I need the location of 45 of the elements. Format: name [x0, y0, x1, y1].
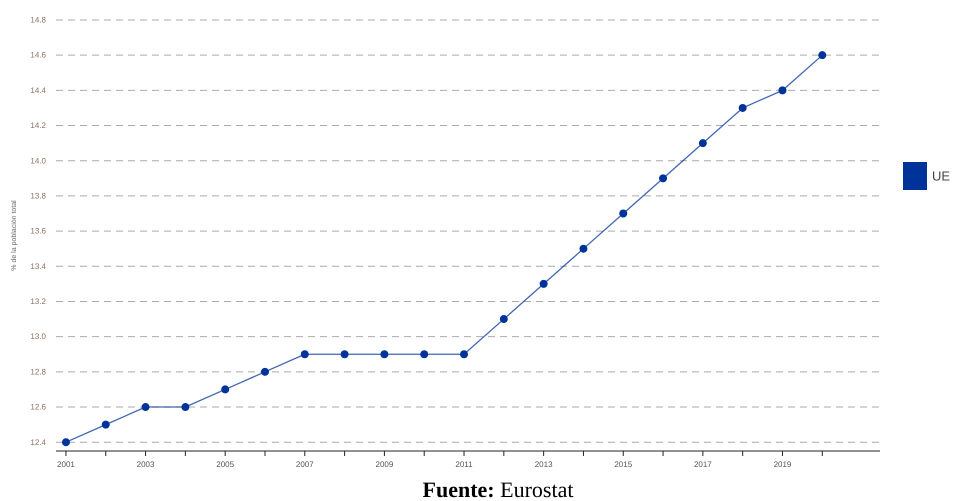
legend-label: UE [932, 168, 950, 184]
point [142, 403, 150, 412]
point [460, 350, 468, 358]
x-tick-label: 2015 [614, 460, 633, 469]
source-note: Fuente: Eurostat [422, 477, 574, 501]
y-tick-label: 13.4 [30, 262, 47, 271]
y-tick-label: 13.0 [30, 332, 47, 342]
x-tick-label: 2011 [455, 460, 474, 469]
x-tick-label: 2009 [376, 460, 394, 469]
x-tick-label: 2019 [774, 460, 792, 469]
y-tick-label: 12.6 [30, 402, 47, 412]
y-tick-label: 13.6 [30, 226, 47, 236]
y-tick-label: 14.8 [30, 16, 47, 25]
point [540, 280, 548, 288]
y-tick-label: 14.2 [30, 121, 47, 130]
y-tick-label: 14.0 [30, 156, 47, 166]
point [579, 244, 588, 253]
x-tick-label: 2013 [534, 460, 554, 469]
point [500, 315, 508, 324]
x-tick-label: 2007 [296, 460, 314, 469]
x-tick-label: 2017 [694, 460, 712, 469]
y-tick-label: 13.8 [30, 191, 47, 200]
y-tick-label: 14.6 [30, 50, 47, 60]
x-tick-label: 2005 [216, 460, 235, 469]
point [420, 350, 428, 358]
point [340, 350, 349, 358]
point [659, 174, 668, 182]
point [619, 210, 628, 218]
point [221, 385, 230, 394]
y-tick-label: 14.4 [30, 86, 47, 95]
y-tick-label: 13.2 [30, 297, 47, 306]
point [380, 350, 388, 358]
point [260, 368, 269, 376]
point [738, 104, 747, 112]
x-tick-label: 2001 [57, 460, 76, 469]
point [102, 420, 110, 429]
y-tick-label: 12.8 [30, 367, 47, 376]
point [300, 350, 309, 358]
point [818, 51, 826, 60]
y-tick-label: 12.4 [30, 438, 47, 447]
point [181, 403, 190, 412]
point [698, 139, 707, 148]
x-tick-label: 2003 [136, 460, 156, 469]
point [778, 86, 786, 94]
point [62, 438, 70, 446]
